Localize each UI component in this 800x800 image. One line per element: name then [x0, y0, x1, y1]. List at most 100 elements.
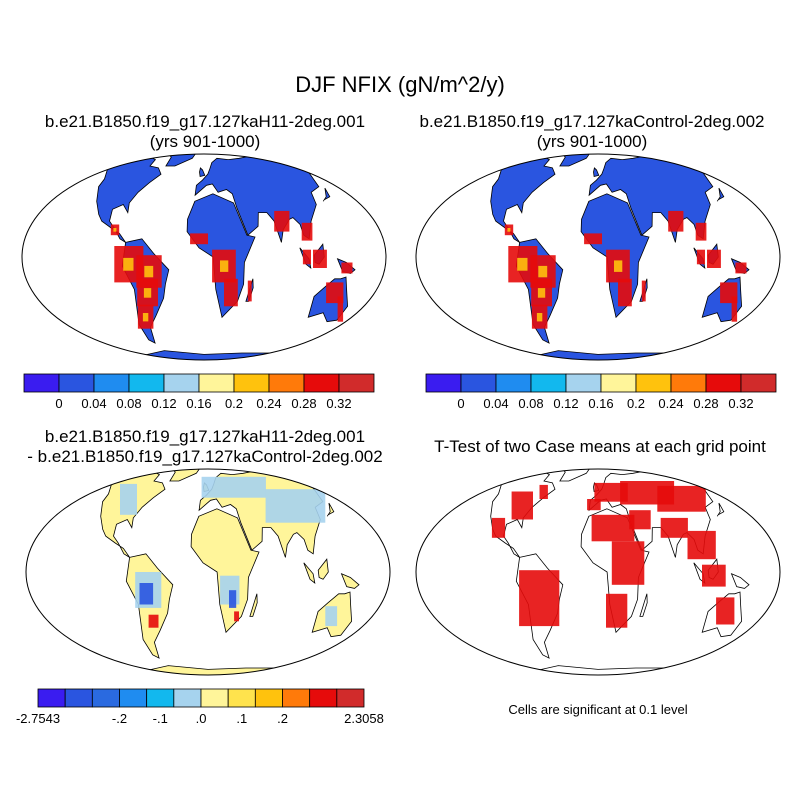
colorbar-swatch [303, 373, 340, 393]
colorbar-tick-label: 0.08 [518, 396, 543, 411]
colorbar-swatch [338, 373, 375, 393]
mid-nfix-region [537, 288, 546, 298]
colorbar-tick-label: 0.16 [588, 396, 613, 411]
land-japan [716, 502, 725, 517]
colorbar-tick-label: -2.7543 [16, 711, 60, 726]
high-nfix-region [341, 262, 353, 274]
colorbar-tick-label: 0.32 [326, 396, 351, 411]
map-case1-nfix [21, 153, 387, 361]
colorbar-swatch [23, 373, 60, 393]
panel3-title: b.e21.B1850.f19_g17.127kaH11-2deg.001 - … [10, 427, 400, 467]
map-control-nfix [415, 153, 781, 361]
high-nfix-region [707, 249, 721, 268]
figure-title: DJF NFIX (gN/m^2/y) [295, 72, 505, 97]
colorbar-swatch [58, 373, 95, 393]
high-nfix-region [274, 210, 290, 232]
colorbar-tick-label: 0.2 [225, 396, 243, 411]
significant-cells [519, 570, 560, 627]
land-africa [190, 508, 260, 634]
land-eurasia [194, 154, 322, 243]
high-nfix-region [190, 233, 208, 245]
significant-cells [629, 510, 651, 530]
land-new-guinea [730, 573, 750, 589]
high-nfix-region [313, 249, 327, 268]
panel2-title-line1: b.e21.B1850.f19_g17.127kaControl-2deg.00… [419, 112, 765, 131]
high-nfix-region [618, 278, 632, 307]
colorbar-swatch [233, 373, 270, 393]
panel3-title-line1: b.e21.B1850.f19_g17.127kaH11-2deg.001 [44, 427, 366, 446]
panel3-title-line2: - b.e21.B1850.f19_g17.127kaControl-2deg.… [27, 447, 383, 466]
high-nfix-region [337, 296, 344, 322]
mid-nfix-region [220, 260, 229, 272]
land-sumatra [303, 562, 316, 584]
colorbar-swatch [163, 373, 200, 393]
small-difference-region [265, 489, 326, 523]
colorbar-swatch [93, 373, 130, 393]
map-ttest-significance [415, 468, 781, 676]
land-uk [199, 167, 206, 177]
colorbar-swatch [173, 688, 202, 708]
map-difference-nfix [25, 468, 391, 676]
colorbar-tick-label: 0.28 [291, 396, 316, 411]
small-difference-region [201, 476, 266, 498]
small-difference-region [325, 606, 338, 627]
land-new-guinea [340, 573, 360, 589]
colorbar-tick-label: 0.08 [116, 396, 141, 411]
significance-note: Cells are significant at 0.1 level [508, 702, 688, 717]
significant-cells [702, 564, 726, 587]
colorbar-tick-label: 0.2 [627, 396, 645, 411]
colorbar-swatch [198, 373, 235, 393]
colorbar-tick-label: .0 [196, 711, 207, 726]
colorbar-tick-label: 0.04 [81, 396, 106, 411]
mid-nfix-region [142, 313, 149, 322]
colorbar-swatch [282, 688, 311, 708]
colorbar-tick-label: 0.04 [483, 396, 508, 411]
panel1-title-line1: b.e21.B1850.f19_g17.127kaH11-2deg.001 [44, 112, 366, 131]
panel2-title: b.e21.B1850.f19_g17.127kaControl-2deg.00… [402, 112, 782, 152]
colorbar-tick-label: 0.12 [151, 396, 176, 411]
colorbar-tick-label: 2.3058 [344, 711, 384, 726]
significant-cells [660, 517, 688, 538]
land-japan [322, 187, 331, 202]
land-uk [593, 167, 600, 177]
significant-cells [594, 482, 628, 502]
land-madagascar [639, 593, 648, 617]
significant-cells [606, 593, 628, 628]
positive-difference-region [148, 614, 159, 628]
panel1-title: b.e21.B1850.f19_g17.127kaH11-2deg.001 (y… [20, 112, 390, 152]
significant-cells [591, 514, 635, 542]
colorbar-tick-label: .2 [277, 711, 288, 726]
colorbar-tick-label: -.1 [153, 711, 168, 726]
land-north-america [483, 156, 556, 243]
mid-nfix-region [536, 313, 543, 322]
panel2-title-line2: (yrs 901-1000) [536, 132, 648, 151]
high-nfix-region [584, 233, 602, 245]
high-nfix-region [731, 296, 738, 322]
high-nfix-region [696, 249, 705, 265]
significant-cells [491, 517, 506, 538]
colorbar-swatch [227, 688, 256, 708]
high-nfix-region [302, 249, 311, 265]
land-layer [86, 469, 365, 675]
colorbar-swatch [268, 373, 305, 393]
colorbar-swatch [635, 373, 672, 393]
significant-cells [587, 499, 601, 511]
colorbar-swatch [740, 373, 777, 393]
small-difference-region [120, 483, 137, 515]
significant-cells [716, 597, 735, 625]
negative-difference-region [229, 590, 237, 608]
colorbar-tick-label: 0 [457, 396, 464, 411]
significant-cells [611, 541, 645, 585]
colorbar-swatch [91, 688, 120, 708]
colorbar-swatch [254, 688, 283, 708]
colorbar-swatch [37, 688, 66, 708]
colorbar-swatch [495, 373, 532, 393]
colorbar-tick-label: 0.16 [186, 396, 211, 411]
land-borneo [317, 558, 329, 580]
mid-nfix-region [123, 257, 134, 271]
colorbar-tick-label: 0 [55, 396, 62, 411]
mid-nfix-region [614, 260, 623, 272]
land-north-america [89, 156, 162, 243]
negative-difference-region [139, 583, 154, 605]
colorbar-swatch [200, 688, 229, 708]
